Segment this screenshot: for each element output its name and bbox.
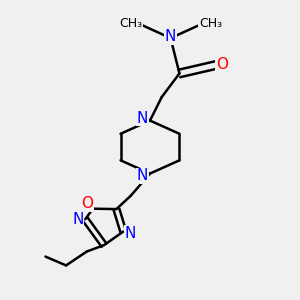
Text: N: N [72,212,83,227]
Text: CH₃: CH₃ [119,17,142,30]
Text: N: N [137,111,148,126]
Text: O: O [82,196,94,211]
Text: O: O [216,57,228,72]
Text: N: N [165,29,176,44]
Text: CH₃: CH₃ [199,17,222,30]
Text: N: N [137,168,148,183]
Text: N: N [125,226,136,241]
